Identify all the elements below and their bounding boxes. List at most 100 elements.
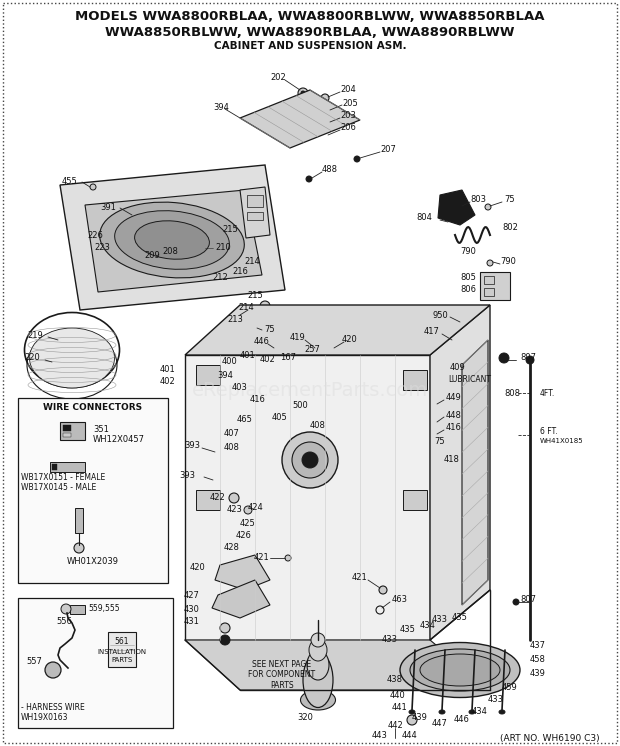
Text: WH12X0457: WH12X0457 [93,436,145,445]
Text: SEE NEXT PAGE
FOR COMPONENT
PARTS: SEE NEXT PAGE FOR COMPONENT PARTS [249,660,316,690]
Text: 393: 393 [184,442,200,451]
Bar [403,370,427,390]
Text: WIRE CONNECTORS: WIRE CONNECTORS [43,404,143,413]
Text: 206: 206 [340,124,356,133]
Bar [196,365,220,385]
Circle shape [487,260,493,266]
Ellipse shape [439,710,445,714]
Bar [18,398,168,583]
Text: 433: 433 [488,695,504,704]
Text: 448: 448 [446,410,462,419]
Text: 425: 425 [240,518,256,527]
Text: 433: 433 [382,636,398,645]
Text: 419: 419 [289,333,305,342]
Text: 439: 439 [412,713,428,722]
Text: 223: 223 [94,243,110,252]
Text: WH41X0185: WH41X0185 [540,438,583,444]
Ellipse shape [100,202,244,278]
Bar [60,422,85,440]
Text: 402: 402 [259,356,275,365]
Text: 351: 351 [93,425,109,434]
Ellipse shape [30,328,115,388]
Circle shape [526,356,534,364]
Polygon shape [215,555,270,590]
Text: 435: 435 [452,613,468,622]
Text: 442: 442 [387,721,403,730]
Text: 561: 561 [115,638,129,647]
Text: 417: 417 [424,327,440,336]
Text: 75: 75 [435,437,445,447]
Text: 400: 400 [222,357,238,366]
Text: 401: 401 [159,366,175,374]
Text: 438: 438 [387,675,403,685]
Ellipse shape [115,210,229,269]
Text: 447: 447 [432,719,448,729]
Text: WH01X2039: WH01X2039 [67,557,119,566]
Text: 418: 418 [444,456,460,465]
Ellipse shape [311,633,325,647]
Text: 446: 446 [454,715,470,724]
Text: 394: 394 [217,371,233,380]
Text: 421: 421 [254,554,270,562]
Bar [403,490,427,510]
Text: 423: 423 [227,506,243,515]
Text: 433: 433 [432,615,448,624]
Bar [75,508,83,533]
Text: 394: 394 [213,102,229,111]
Bar [247,195,263,207]
Ellipse shape [469,710,475,714]
Text: 807: 807 [520,595,536,604]
Text: 488: 488 [322,166,338,175]
Circle shape [248,326,256,334]
Text: 790: 790 [460,248,476,257]
Polygon shape [240,187,270,238]
Text: 210: 210 [215,243,231,252]
Polygon shape [85,190,262,292]
Circle shape [282,432,338,488]
Text: 441: 441 [392,703,408,712]
Text: 446: 446 [254,337,270,346]
Text: 556: 556 [56,618,72,627]
Ellipse shape [400,642,520,698]
Text: 805: 805 [460,274,476,283]
Text: 207: 207 [380,145,396,154]
Text: 449: 449 [446,393,462,403]
Text: 455: 455 [62,178,78,186]
Circle shape [485,204,491,210]
Polygon shape [438,190,475,225]
Text: LUBRICANT: LUBRICANT [448,375,491,384]
Circle shape [461,321,465,325]
Text: 205: 205 [342,98,358,107]
Text: 213: 213 [227,316,243,325]
Text: 807: 807 [520,354,536,363]
Bar [18,598,173,728]
Text: 407: 407 [224,428,240,437]
Text: 458: 458 [530,656,546,665]
Text: 459: 459 [502,683,518,692]
Text: 214: 214 [238,304,254,313]
Polygon shape [185,305,490,355]
Circle shape [229,493,239,503]
Text: 427: 427 [184,591,200,600]
Bar [108,632,136,667]
Text: 75: 75 [505,195,515,204]
Text: 443: 443 [372,730,388,739]
Circle shape [301,91,305,95]
Ellipse shape [499,710,505,714]
Circle shape [74,543,84,553]
Text: 402: 402 [159,377,175,386]
Text: 209: 209 [144,251,160,260]
Text: 216: 216 [232,268,248,277]
Text: 559,555: 559,555 [88,604,120,613]
Text: 4FT.: 4FT. [540,389,556,398]
Text: 214: 214 [244,257,260,266]
Ellipse shape [420,654,500,686]
Text: 167: 167 [280,354,296,363]
Circle shape [354,156,360,162]
Text: 220: 220 [24,354,40,363]
Circle shape [220,623,230,633]
Circle shape [306,176,312,182]
Polygon shape [240,90,360,148]
Text: 212: 212 [212,274,228,283]
Ellipse shape [307,650,329,680]
